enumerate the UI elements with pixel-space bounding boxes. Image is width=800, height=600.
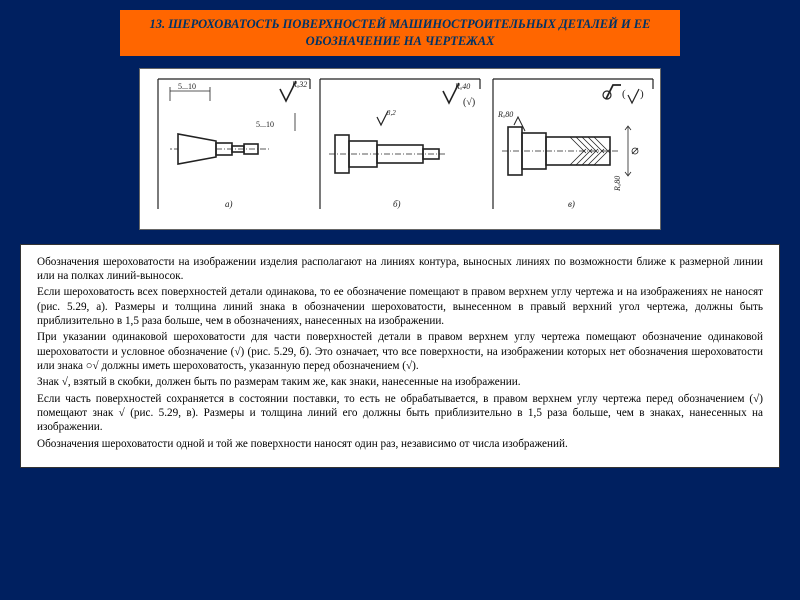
svg-text:(√): (√) <box>463 97 475 108</box>
paragraph: Обозначения шероховатости одной и той же… <box>37 437 763 451</box>
slide-page: 13. ШЕРОХОВАТОСТЬ ПОВЕРХНОСТЕЙ МАШИНОСТР… <box>0 0 800 600</box>
technical-drawings: Rₐ32 5...10 5...10 <box>139 68 661 230</box>
title-bar: 13. ШЕРОХОВАТОСТЬ ПОВЕРХНОСТЕЙ МАШИНОСТР… <box>120 10 680 56</box>
paragraph: Обозначения шероховатости на изображении… <box>37 255 763 284</box>
svg-text:5...10: 5...10 <box>256 120 274 129</box>
svg-text:(: ( <box>622 88 626 100</box>
svg-text:Rₐ32: Rₐ32 <box>291 80 307 89</box>
body-text-block: Обозначения шероховатости на изображении… <box>20 244 780 468</box>
drawings-svg: Rₐ32 5...10 5...10 <box>140 69 660 229</box>
svg-text:5...10: 5...10 <box>178 82 196 91</box>
panel-label-c: в) <box>568 199 575 209</box>
panel-label-a: а) <box>225 199 233 209</box>
paragraph: Если шероховатость всех поверхностей дет… <box>37 285 763 328</box>
svg-text:Rₐ80: Rₐ80 <box>497 110 513 119</box>
slide-title: 13. ШЕРОХОВАТОСТЬ ПОВЕРХНОСТЕЙ МАШИНОСТР… <box>130 16 670 50</box>
svg-text:3,2: 3,2 <box>386 109 396 117</box>
paragraph: При указании одинаковой шероховатости дл… <box>37 330 763 373</box>
paragraph: Знак √, взятый в скобки, должен быть по … <box>37 375 763 389</box>
svg-text:Rₐ40: Rₐ40 <box>454 82 470 91</box>
svg-text:Rₐ80: Rₐ80 <box>613 176 622 192</box>
svg-text:): ) <box>640 88 644 100</box>
paragraph: Если часть поверхностей сохраняется в со… <box>37 392 763 435</box>
panel-label-b: б) <box>393 199 401 209</box>
